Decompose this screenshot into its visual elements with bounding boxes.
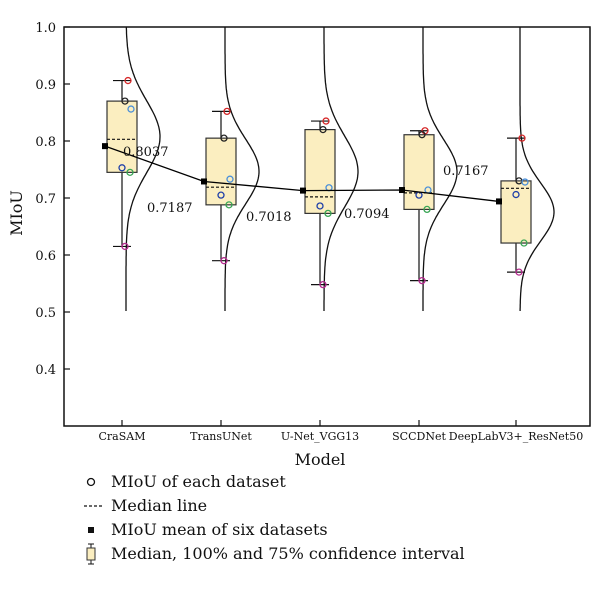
plot-frame xyxy=(63,26,591,427)
dataset-point xyxy=(217,191,225,199)
box xyxy=(403,134,435,210)
dataset-point xyxy=(225,201,233,209)
x-tick-label: DeepLabV3+_ResNet50 xyxy=(449,430,583,443)
dataset-point xyxy=(127,105,135,113)
dataset-point xyxy=(118,164,126,172)
dataset-point xyxy=(521,178,529,186)
distribution-curve xyxy=(125,26,161,311)
mean-annotation: 0.8037 xyxy=(123,145,169,160)
dataset-point xyxy=(520,239,528,247)
mean-marker xyxy=(300,187,306,194)
dataset-point xyxy=(124,76,132,85)
y-axis-title: MIoU xyxy=(7,190,26,236)
mean-annotation: 0.7094 xyxy=(344,207,390,222)
legend: MIoU of each dataset Median line MIoU me… xyxy=(84,470,584,566)
dataset-point xyxy=(226,175,234,183)
dataset-point xyxy=(322,117,330,125)
x-tick-label: CraSAM xyxy=(99,430,146,443)
x-tick-label: TransUNet xyxy=(190,430,252,443)
box xyxy=(106,100,138,173)
distribution-curve xyxy=(519,27,555,311)
dataset-point xyxy=(220,134,228,142)
box xyxy=(500,180,532,244)
dataset-point xyxy=(319,280,327,289)
legend-label: Median line xyxy=(111,496,208,515)
legend-label: MIoU of each dataset xyxy=(111,472,286,491)
y-tick-label: 0.7 xyxy=(35,192,56,207)
x-tick-label: SCCDNet xyxy=(392,430,446,443)
dataset-point xyxy=(126,168,134,177)
dataset-point xyxy=(518,134,526,142)
legend-item-box: Median, 100% and 75% confidence interval xyxy=(84,542,584,566)
y-tick-label: 0.6 xyxy=(35,249,56,264)
legend-item-mean: MIoU mean of six datasets xyxy=(84,518,584,542)
y-tick-label: 0.5 xyxy=(35,306,56,321)
distribution-curve xyxy=(323,27,359,311)
mean-annotation: 0.7187 xyxy=(147,201,193,216)
box-whisker-icon xyxy=(86,543,96,565)
legend-label: Median, 100% and 75% confidence interval xyxy=(111,544,465,563)
mean-annotation: 0.7018 xyxy=(246,210,292,225)
dataset-point xyxy=(512,190,520,199)
legend-label: MIoU mean of six datasets xyxy=(111,520,328,539)
open-circle-icon xyxy=(86,477,96,487)
dataset-point xyxy=(319,125,327,134)
dataset-point xyxy=(418,276,426,285)
box xyxy=(205,137,237,206)
legend-item-median: Median line xyxy=(84,494,584,518)
y-tick-label: 0.9 xyxy=(35,78,56,93)
y-tick-label: 0.8 xyxy=(35,135,56,150)
dataset-point xyxy=(121,242,129,251)
mean-marker xyxy=(201,178,207,185)
dataset-point xyxy=(121,97,129,105)
dataset-point xyxy=(223,107,231,116)
mean-marker xyxy=(496,198,502,205)
distribution-curve xyxy=(422,27,458,311)
x-axis-title: Model xyxy=(295,450,346,469)
mean-annotation: 0.7167 xyxy=(443,164,489,179)
y-tick-label: 0.4 xyxy=(35,363,56,378)
y-tick-label: 1.0 xyxy=(35,21,56,36)
box xyxy=(304,129,336,214)
dataset-point xyxy=(324,209,332,218)
legend-item-dataset: MIoU of each dataset xyxy=(84,470,584,494)
x-tick-label: U-Net_VGG13 xyxy=(281,430,359,443)
mean-marker xyxy=(399,187,405,194)
square-marker-icon xyxy=(88,527,94,533)
mean-marker xyxy=(102,143,108,150)
dataset-point xyxy=(418,131,426,139)
dataset-point xyxy=(423,205,431,214)
dataset-point xyxy=(316,202,324,210)
dataset-point xyxy=(515,268,523,276)
dataset-point xyxy=(220,257,228,265)
dashed-line-icon xyxy=(84,505,102,507)
